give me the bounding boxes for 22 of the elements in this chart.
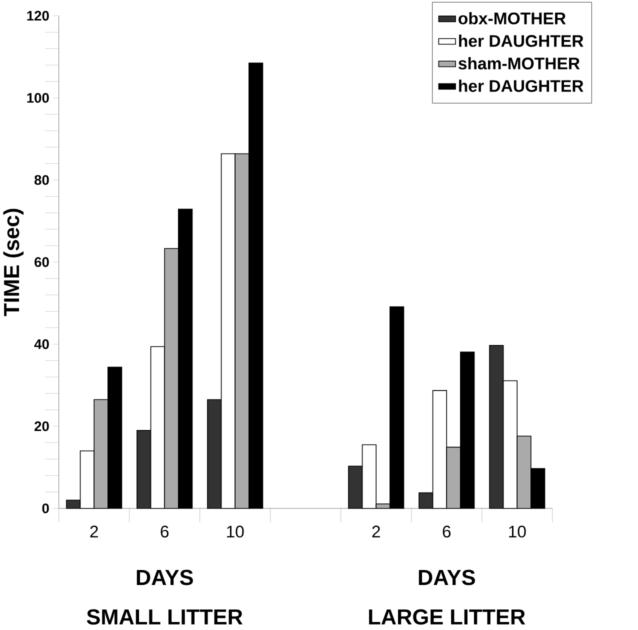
y-tick-label: 0 — [42, 504, 49, 514]
x-tick-label: 6 — [160, 526, 169, 538]
y-tick-label: 120 — [27, 11, 49, 21]
x-tick-label: 10 — [509, 526, 526, 538]
legend-label: her DAUGHTER — [459, 80, 584, 92]
text: DAYS — [136, 570, 193, 586]
y-tick-label: 80 — [34, 175, 49, 185]
legend-label: obx-MOTHER — [458, 12, 566, 25]
y-tick-label: 40 — [34, 339, 49, 350]
text: SMALL LITTER — [86, 609, 243, 625]
text: DAYS — [418, 570, 475, 586]
x-tick-label: 10 — [227, 526, 244, 538]
y-tick-label: 60 — [34, 257, 49, 268]
x-tick-label: 2 — [90, 526, 98, 538]
legend-label: her DAUGHTER — [459, 34, 584, 48]
text: LARGE LITTER — [369, 609, 526, 625]
y-tick-label: 100 — [27, 93, 49, 103]
x-tick-label: 2 — [372, 526, 380, 538]
y-tick-label: 20 — [34, 421, 49, 432]
x-tick-label: 6 — [442, 526, 451, 538]
y-axis-title: TIME (sec) — [3, 208, 24, 316]
legend-label: sham-MOTHER — [458, 57, 580, 70]
